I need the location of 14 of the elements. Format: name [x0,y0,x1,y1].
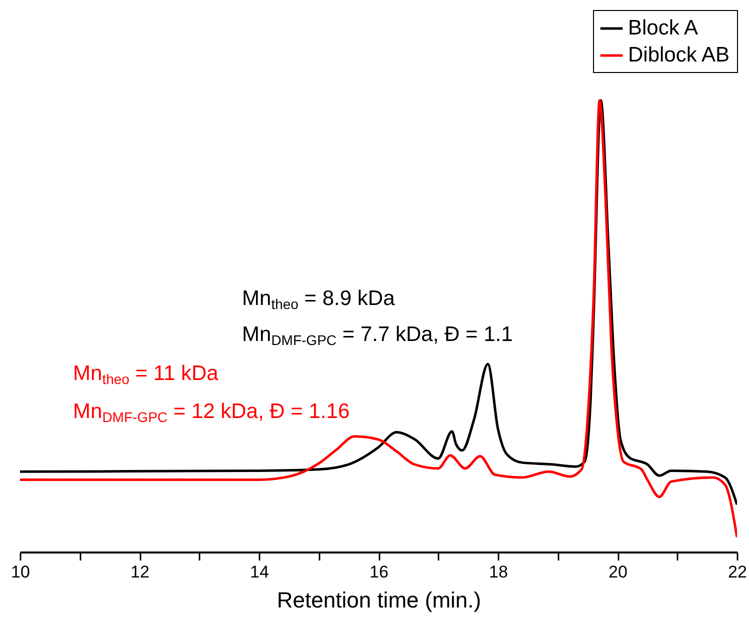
x-tick-label: 16 [370,562,388,582]
annotation: Mn$_{theo}$ = 8.9 kDa [242,287,396,312]
x-tick-label: 22 [728,562,747,582]
x-tick-label: 14 [250,562,269,582]
x-tick-label: 10 [11,562,30,582]
x-axis-title: Retention time (min.) [276,588,482,612]
annotation: Mn$_{DMF-GPC}$ = 12 kDa, Đ = 1.16 [73,400,350,424]
legend-label: Block A [628,16,698,40]
annotation: Mn$_{theo}$ = 11 kDa [73,362,219,386]
legend-label: Diblock AB [628,44,730,66]
x-tick-label: 18 [489,562,508,582]
annotation: Mn$_{DMF-GPC}$ = 7.7 kDa, Đ = 1.1 [242,323,513,348]
x-tick-label: 12 [130,562,150,582]
x-tick-label: 20 [608,562,628,582]
